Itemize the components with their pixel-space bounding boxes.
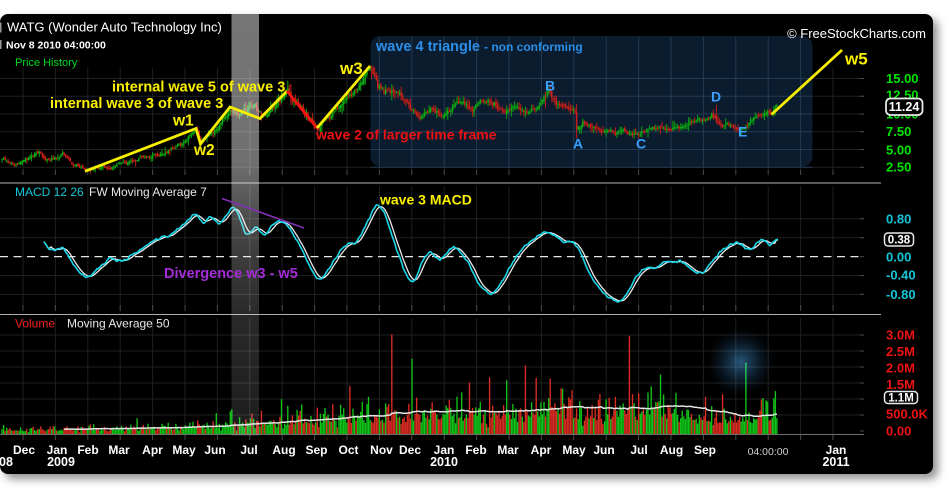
svg-text:w2: w2: [193, 142, 215, 159]
svg-text:Feb: Feb: [465, 443, 486, 457]
svg-text:Moving Average 50: Moving Average 50: [67, 317, 170, 331]
svg-text:Jul: Jul: [240, 443, 257, 457]
svg-text:Jan: Jan: [826, 443, 847, 457]
svg-text:2011: 2011: [822, 455, 849, 469]
svg-text:Jul: Jul: [630, 443, 647, 457]
svg-text:w1: w1: [172, 113, 194, 130]
svg-text:C: C: [636, 136, 646, 152]
svg-text:internal wave 5 of wave 3: internal wave 5 of wave 3: [112, 80, 285, 96]
svg-text:3.0M: 3.0M: [886, 328, 915, 343]
svg-text:Aug: Aug: [272, 443, 295, 457]
svg-text:2.50: 2.50: [886, 160, 911, 175]
svg-text:Apr: Apr: [531, 443, 552, 457]
svg-text:2.0M: 2.0M: [886, 361, 915, 376]
svg-text:Nov: Nov: [370, 443, 393, 457]
svg-text:Sep: Sep: [305, 443, 327, 457]
svg-text:Jan: Jan: [434, 443, 455, 457]
svg-text:-0.40: -0.40: [886, 268, 916, 283]
svg-text:500.0K: 500.0K: [886, 407, 929, 422]
svg-text:Mar: Mar: [108, 443, 130, 457]
svg-text:Aug: Aug: [660, 443, 683, 457]
svg-text:A: A: [573, 136, 583, 152]
svg-text:Oct: Oct: [338, 443, 358, 457]
svg-text:May: May: [172, 443, 196, 457]
svg-text:internal wave 3 of wave 3: internal wave 3 of wave 3: [50, 96, 223, 112]
svg-text:Dec: Dec: [13, 443, 35, 457]
svg-text:wave 4 triangle - non conformi: wave 4 triangle - non conforming: [375, 39, 583, 55]
svg-text:May: May: [562, 443, 586, 457]
svg-text:Price History: Price History: [15, 57, 78, 69]
svg-text:© FreeStockCharts.com: © FreeStockCharts.com: [787, 26, 926, 41]
svg-text:B: B: [545, 78, 555, 94]
svg-text:Jun: Jun: [593, 443, 614, 457]
svg-text:-0.80: -0.80: [886, 287, 916, 302]
svg-text:15.00: 15.00: [886, 71, 919, 86]
svg-text:2008: 2008: [0, 455, 13, 469]
svg-text:Jun: Jun: [204, 443, 225, 457]
svg-text:wave 2 of larger time frame: wave 2 of larger time frame: [315, 127, 497, 143]
svg-text:Mar: Mar: [497, 443, 519, 457]
svg-text:w3: w3: [339, 59, 363, 78]
svg-text:2.5M: 2.5M: [886, 344, 915, 359]
svg-text:Divergence w3 - w5: Divergence w3 - w5: [164, 266, 298, 282]
svg-text:2010: 2010: [430, 455, 458, 469]
svg-text:D: D: [711, 89, 721, 105]
svg-text:Sep: Sep: [694, 443, 716, 457]
svg-text:Jan: Jan: [47, 443, 68, 457]
svg-text:0.80: 0.80: [886, 212, 911, 227]
svg-text:MACD 12 26: MACD 12 26: [15, 185, 84, 199]
svg-text:Volume: Volume: [15, 317, 55, 331]
svg-text:11.24: 11.24: [889, 100, 920, 114]
svg-text:E: E: [738, 124, 747, 140]
svg-text:Dec: Dec: [399, 443, 421, 457]
svg-text:5.00: 5.00: [886, 143, 911, 158]
svg-text:2009: 2009: [47, 455, 75, 469]
svg-text:wave 3 MACD: wave 3 MACD: [379, 192, 472, 208]
svg-text:0.00: 0.00: [886, 250, 911, 265]
svg-text:Apr: Apr: [142, 443, 163, 457]
svg-text:04:00:00: 04:00:00: [748, 446, 789, 458]
svg-text:w5: w5: [844, 50, 868, 69]
svg-text:7.50: 7.50: [886, 124, 911, 139]
svg-text:0.00: 0.00: [886, 424, 911, 439]
svg-text:Feb: Feb: [77, 443, 98, 457]
svg-text:0.38: 0.38: [888, 235, 911, 247]
svg-text:1.1M: 1.1M: [888, 393, 914, 405]
svg-text:Nov 8 2010 04:00:00: Nov 8 2010 04:00:00: [6, 40, 106, 52]
svg-text:FW Moving Average 7: FW Moving Average 7: [89, 185, 207, 199]
svg-text:WATG (Wonder Auto Technology I: WATG (Wonder Auto Technology Inc): [7, 20, 222, 35]
svg-text:1.5M: 1.5M: [886, 377, 915, 392]
